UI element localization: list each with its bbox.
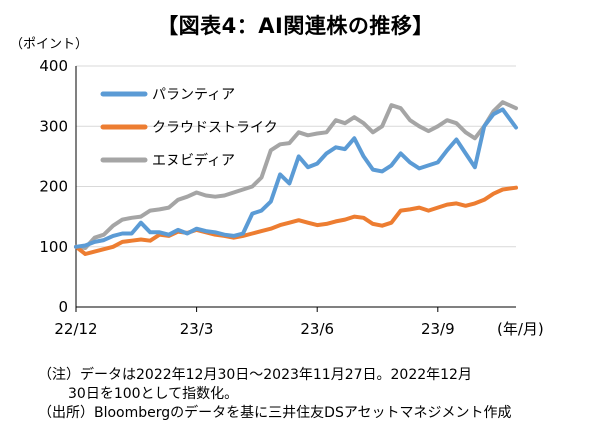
y-tick-label-0: 0 — [58, 298, 68, 316]
x-tick-label-3: 23/9 — [421, 320, 455, 338]
legend-label-1: クラウドストライク — [152, 120, 278, 136]
y-axis-unit: （ポイント） — [10, 37, 89, 52]
series-line-0 — [74, 107, 518, 249]
x-tick-label-1: 23/3 — [180, 320, 214, 338]
note-line-2: 30日を100として指数化。 — [68, 386, 239, 402]
legend-label-0: パランティア — [152, 87, 235, 103]
y-tick-label-4: 400 — [39, 57, 68, 75]
y-tick-label-3: 300 — [39, 117, 68, 135]
series-line-1 — [74, 185, 518, 256]
x-tick-label-0: 22/12 — [54, 320, 97, 338]
note-line-1: （注）データは2022年12月30日～2023年11月27日。2022年12月 — [38, 367, 472, 383]
source-line: （出所）Bloombergのデータを基に三井住友DSアセットマネジメント作成 — [38, 405, 512, 421]
legend-label-2: エヌビディア — [152, 152, 235, 169]
series-line-2 — [74, 100, 518, 250]
y-tick-label-2: 200 — [39, 178, 68, 196]
x-tick-label-2: 23/6 — [300, 320, 334, 338]
chart-title: 【図表4：AI関連株の推移】 — [157, 14, 434, 38]
x-axis-unit: (年/月) — [497, 320, 544, 338]
y-tick-label-1: 100 — [39, 238, 68, 256]
